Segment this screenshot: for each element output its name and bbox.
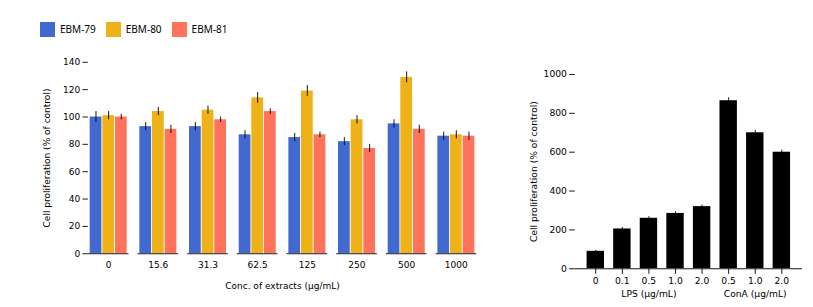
html-text:EBM-79: EBM-79 <box>60 22 96 37</box>
svg-text:600: 600 <box>549 146 567 157</box>
svg-text:1.0: 1.0 <box>668 275 683 286</box>
svg-text:125: 125 <box>299 260 316 270</box>
svg-text:62.5: 62.5 <box>248 260 268 270</box>
svg-text:40: 40 <box>69 194 81 204</box>
svg-text:200: 200 <box>549 224 567 235</box>
svg-text:ConA (μg/mL): ConA (μg/mL) <box>724 288 787 299</box>
svg-text:2.0: 2.0 <box>775 275 790 286</box>
svg-text:0.1: 0.1 <box>615 275 630 286</box>
svg-text:Cell proliferation (% of contr: Cell proliferation (% of control) <box>42 88 52 227</box>
svg-text:1000: 1000 <box>544 69 567 80</box>
svg-text:250: 250 <box>348 260 365 270</box>
svg-text:31.3: 31.3 <box>198 260 218 270</box>
svg-text:100: 100 <box>63 112 80 122</box>
svg-text:1.0: 1.0 <box>748 275 763 286</box>
svg-text:20: 20 <box>69 221 81 231</box>
svg-text:15.6: 15.6 <box>148 260 168 270</box>
html-text:EBM-80: EBM-80 <box>125 22 162 37</box>
svg-text:0.5: 0.5 <box>721 275 736 286</box>
svg-text:Cell proliferation (% of contr: Cell proliferation (% of control) <box>528 101 539 242</box>
svg-text:LPS (μg/mL): LPS (μg/mL) <box>621 288 676 299</box>
html-text:EBM-81: EBM-81 <box>191 22 228 37</box>
svg-text:0: 0 <box>106 260 112 270</box>
svg-text:0: 0 <box>561 263 567 274</box>
svg-text:2.0: 2.0 <box>695 275 710 286</box>
svg-text:0.5: 0.5 <box>642 275 657 286</box>
svg-text:60: 60 <box>69 166 81 176</box>
svg-text:0: 0 <box>74 248 80 258</box>
svg-text:Conc. of extracts (μg/mL): Conc. of extracts (μg/mL) <box>225 281 340 291</box>
svg-text:0: 0 <box>593 275 599 286</box>
svg-text:500: 500 <box>398 260 415 270</box>
svg-text:400: 400 <box>549 185 567 196</box>
svg-text:1000: 1000 <box>445 260 468 270</box>
svg-text:120: 120 <box>63 84 80 94</box>
svg-text:800: 800 <box>549 107 567 118</box>
svg-text:80: 80 <box>69 139 81 149</box>
svg-text:140: 140 <box>63 57 80 67</box>
